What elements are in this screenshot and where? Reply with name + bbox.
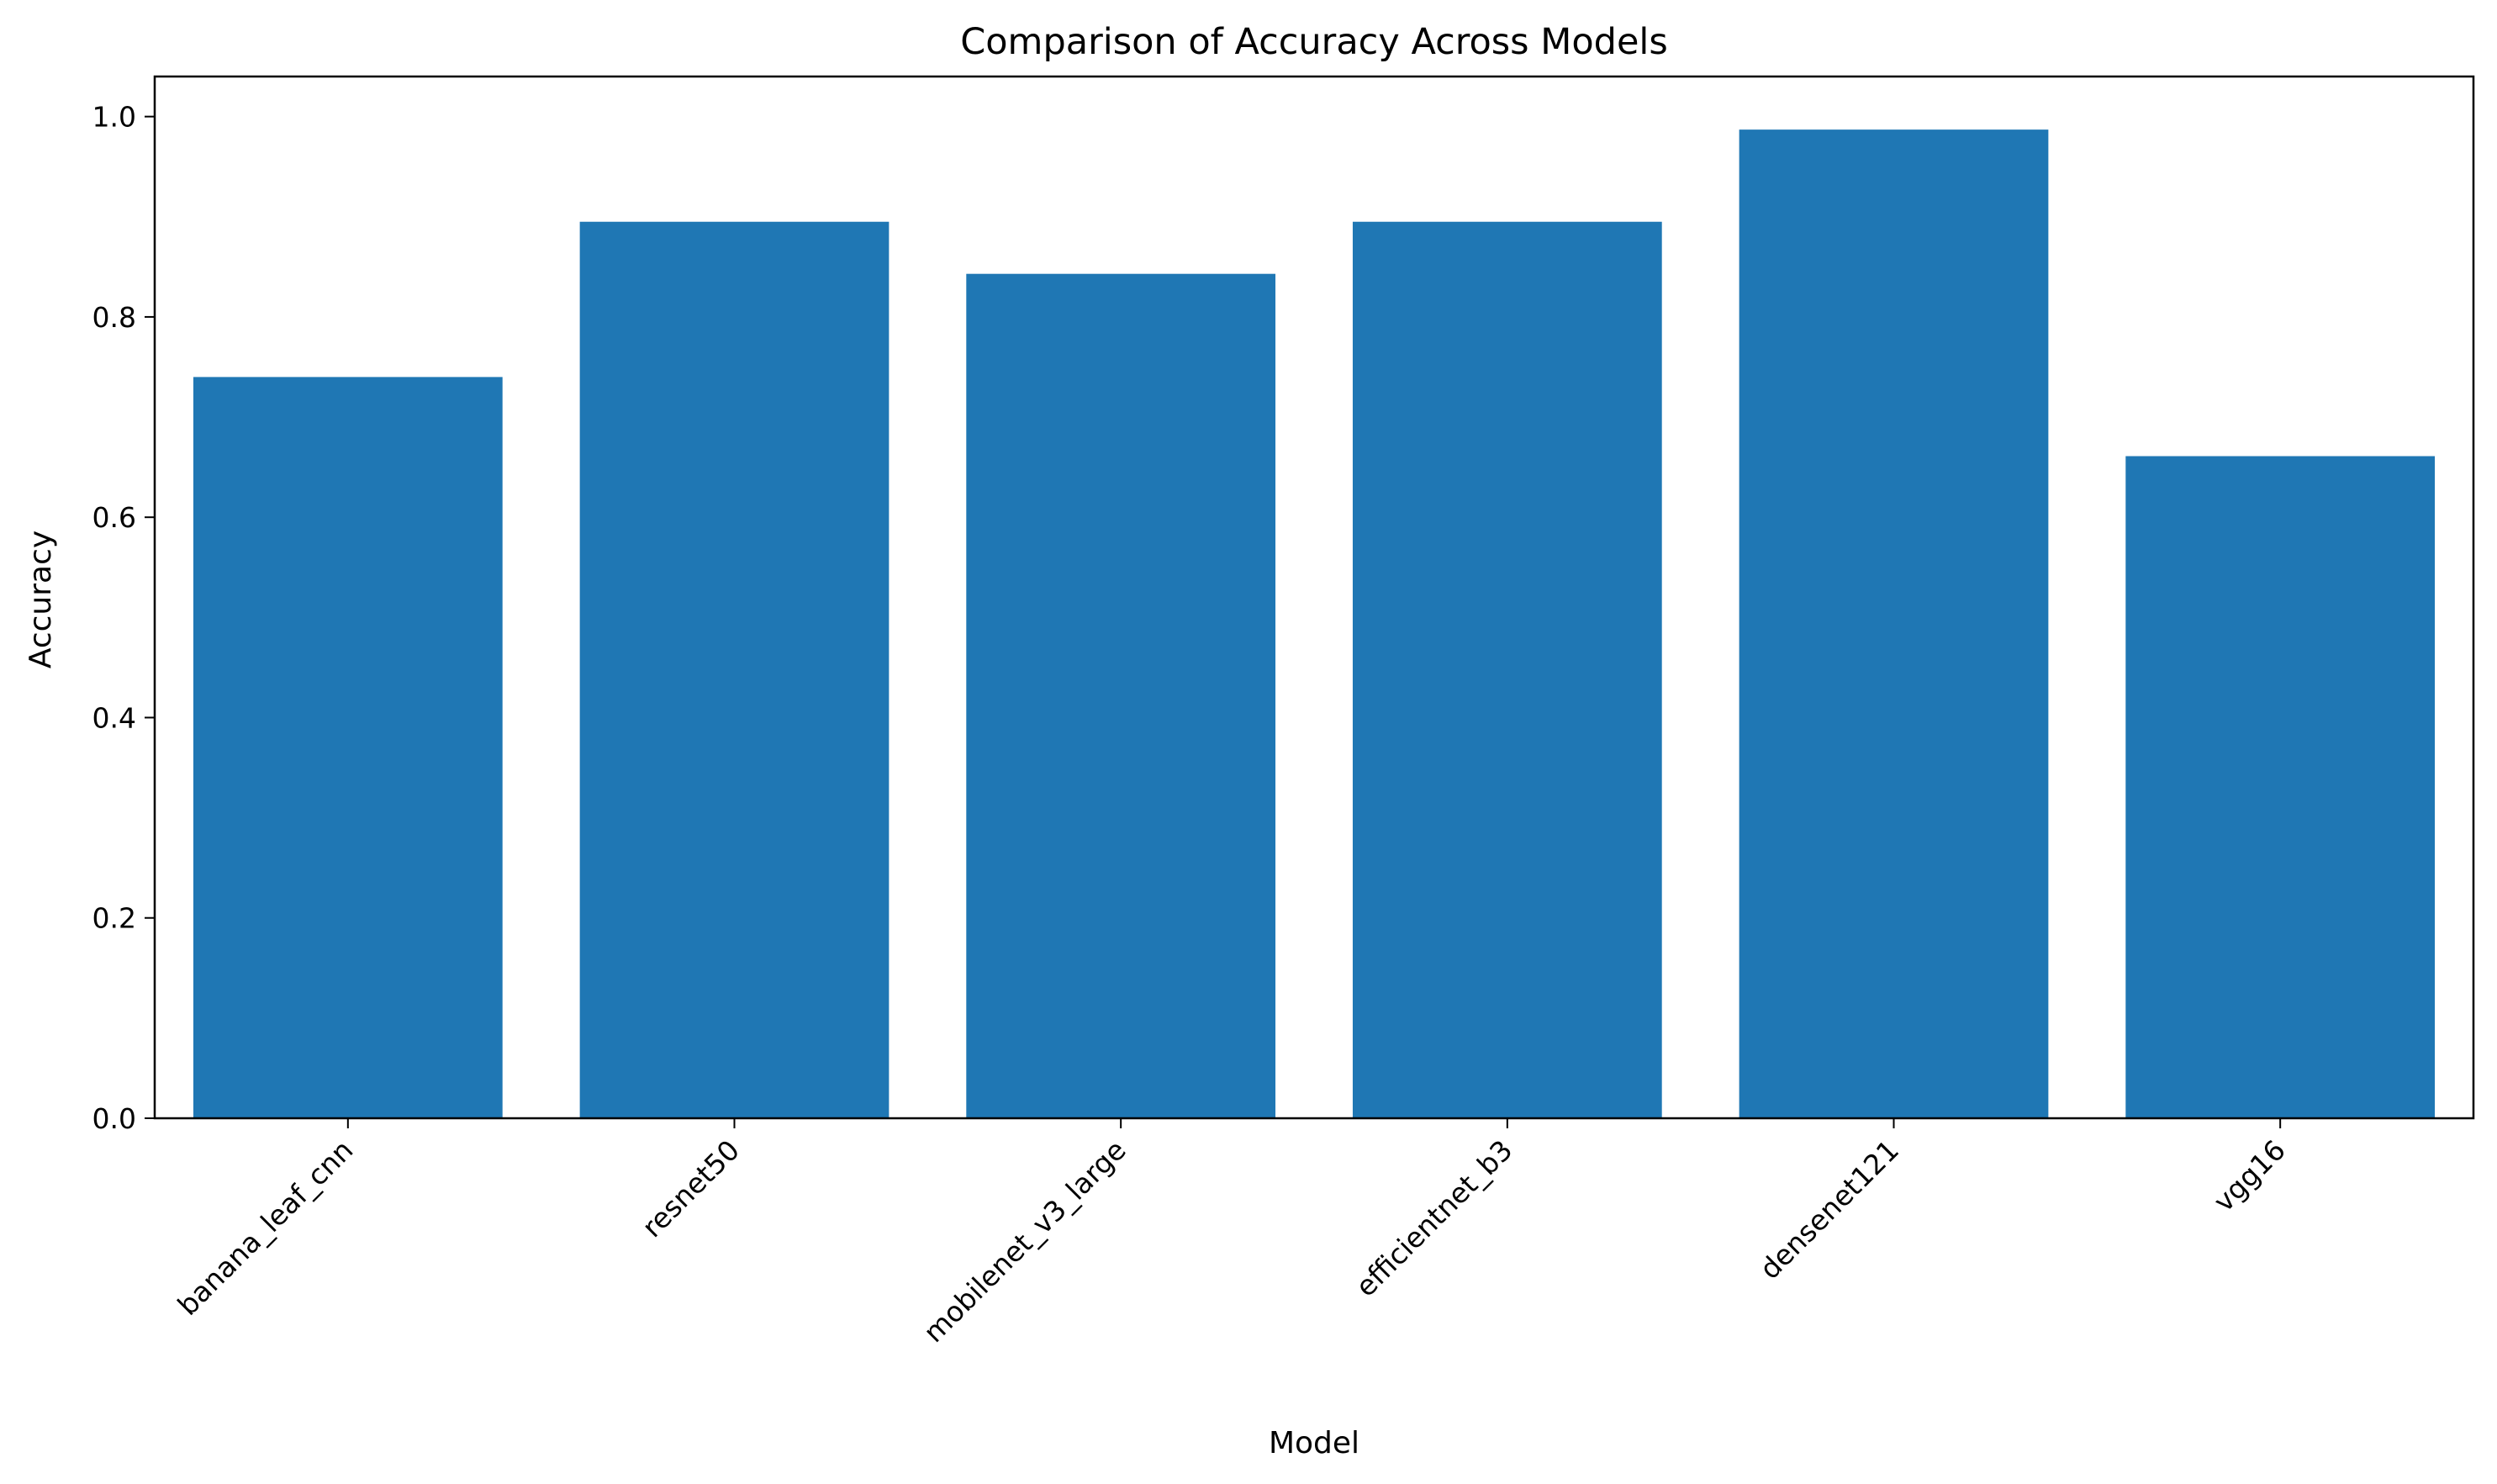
bar-mobilenet_v3_large: [966, 273, 1276, 1118]
x-tick-label: resnet50: [636, 1133, 746, 1244]
y-tick-label: 0.2: [92, 902, 136, 935]
x-tick-label: mobilenet_v3_large: [917, 1133, 1132, 1349]
bar-efficientnet_b3: [1352, 221, 1662, 1119]
y-axis-ticks: 0.0 0.2 0.4 0.6 0.8 1.0: [92, 101, 155, 1135]
y-tick-label: 0.6: [92, 501, 136, 534]
x-tick-label: vgg16: [2207, 1133, 2292, 1218]
bar-vgg16: [2125, 456, 2436, 1118]
chart-title: Comparison of Accuracy Across Models: [960, 21, 1668, 63]
x-axis-label: Model: [1269, 1426, 1359, 1460]
plot-frame: [153, 75, 2475, 1120]
bar-resnet50: [579, 221, 890, 1119]
bar-densenet121: [1739, 129, 2049, 1118]
y-tick-label: 0.4: [92, 701, 136, 734]
y-axis-label: Accuracy: [24, 531, 58, 668]
bar-banana_leaf_cnn: [193, 377, 503, 1119]
bars-group: [193, 129, 2436, 1119]
x-axis-ticks: banana_leaf_cnn resnet50 mobilenet_v3_larg…: [172, 1118, 2292, 1349]
x-tick-label: densenet121: [1753, 1133, 1905, 1286]
y-tick-label: 0.8: [92, 301, 136, 334]
x-tick-label: banana_leaf_cnn: [172, 1133, 360, 1322]
y-tick-label: 0.0: [92, 1102, 136, 1135]
y-tick-label: 1.0: [92, 101, 136, 134]
x-tick-label: efficientnet_b3: [1349, 1133, 1519, 1303]
